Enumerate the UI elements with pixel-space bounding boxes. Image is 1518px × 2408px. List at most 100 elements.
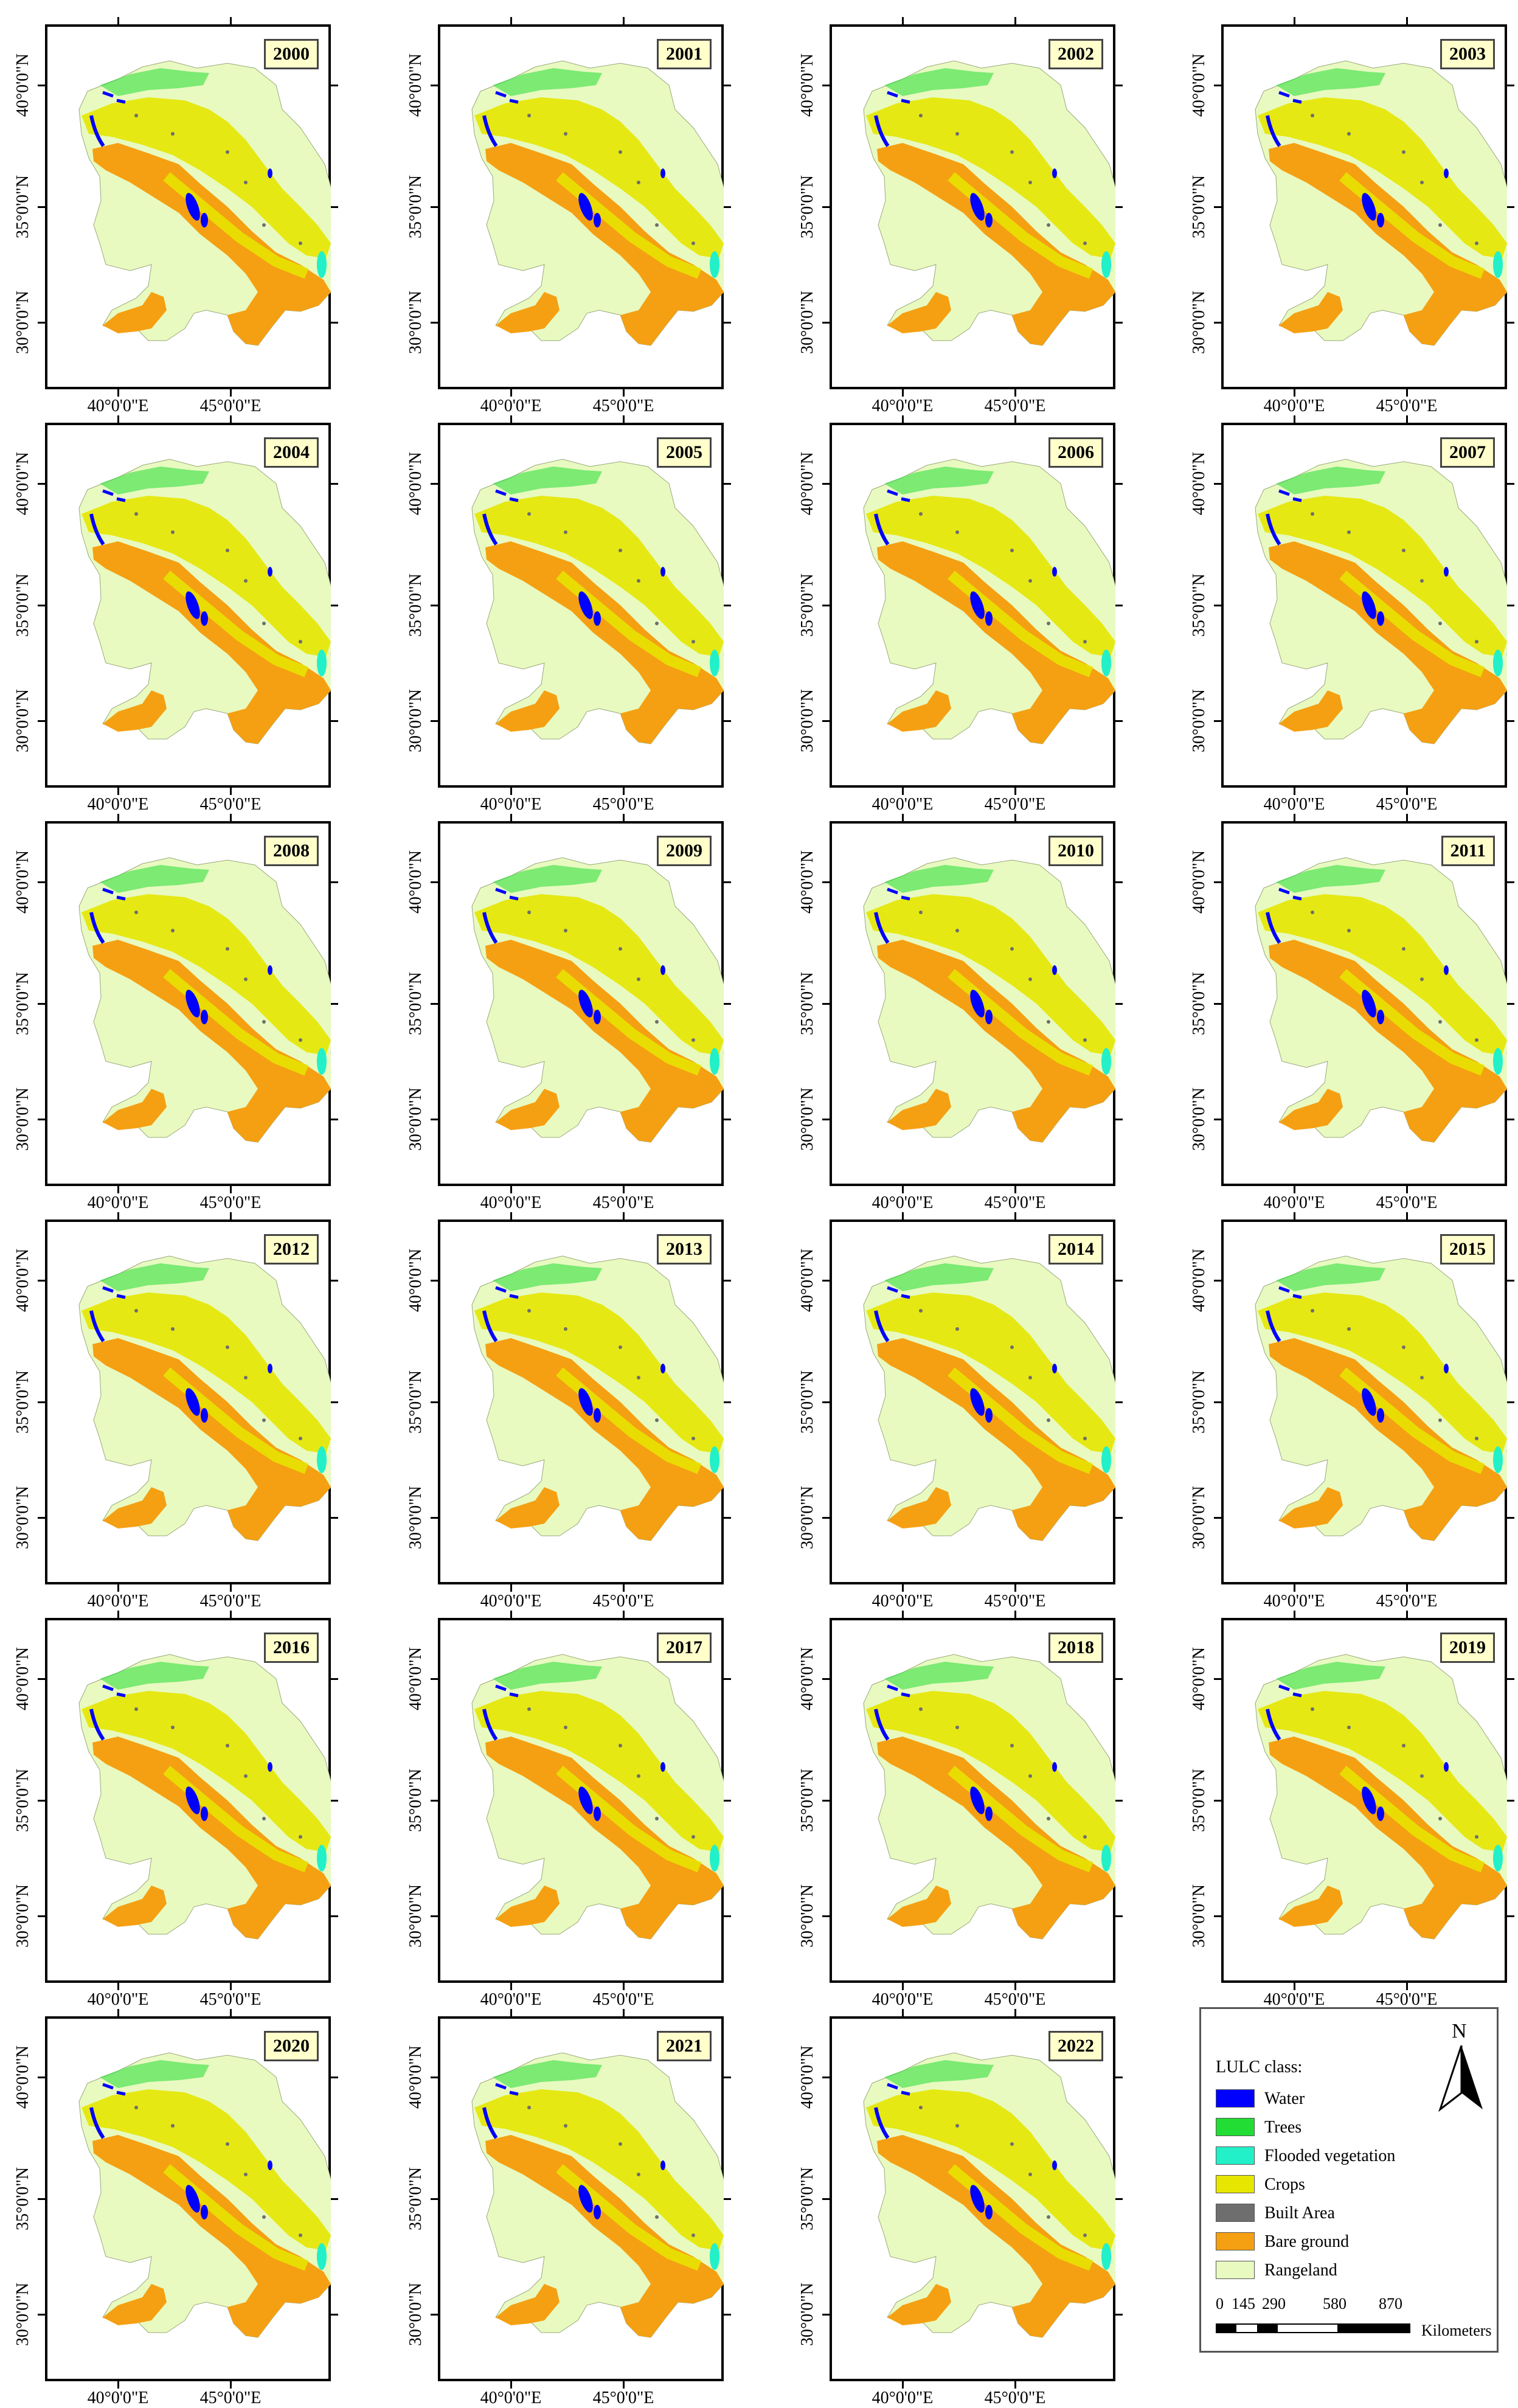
axis-tick bbox=[1014, 1983, 1016, 1990]
legend-label: Crops bbox=[1264, 2175, 1305, 2194]
axis-tick bbox=[1507, 605, 1514, 606]
longitude-label: 45°0'0"E bbox=[199, 795, 262, 814]
axis-tick bbox=[230, 814, 232, 821]
axis-tick bbox=[1507, 1003, 1514, 1005]
latitude-label: 30°0'0"N bbox=[1190, 1486, 1208, 1549]
scale-tick-label: 145 bbox=[1232, 2295, 1255, 2313]
longitude-label: 40°0'0"E bbox=[87, 1990, 149, 2009]
axis-tick bbox=[431, 1678, 438, 1680]
axis-tick bbox=[331, 1800, 338, 1802]
axis-tick bbox=[1014, 1212, 1016, 1220]
latitude-label: 30°0'0"N bbox=[798, 1088, 817, 1151]
axis-tick bbox=[822, 1003, 830, 1005]
axis-tick bbox=[117, 1186, 119, 1193]
axis-tick bbox=[623, 788, 625, 795]
axis-tick bbox=[1115, 85, 1123, 86]
axis-tick bbox=[38, 1119, 45, 1120]
longitude-label: 45°0'0"E bbox=[592, 397, 654, 415]
axis-tick bbox=[117, 2009, 119, 2016]
year-label: 2001 bbox=[657, 39, 712, 69]
axis-tick bbox=[724, 1401, 731, 1403]
axis-tick bbox=[902, 415, 904, 423]
lulc-map bbox=[1255, 459, 1507, 744]
axis-tick bbox=[38, 206, 45, 208]
axis-tick bbox=[822, 483, 830, 485]
latitude-label: 35°0'0"N bbox=[1190, 175, 1208, 238]
axis-tick bbox=[1115, 1003, 1123, 1005]
latitude-label: 35°0'0"N bbox=[406, 175, 425, 238]
axis-tick bbox=[510, 814, 512, 821]
longitude-label: 45°0'0"E bbox=[199, 1990, 262, 2009]
axis-tick bbox=[230, 1584, 232, 1592]
longitude-label: 40°0'0"E bbox=[872, 2389, 934, 2407]
axis-tick bbox=[1115, 1915, 1123, 1917]
lulc-map bbox=[78, 1255, 331, 1541]
axis-tick bbox=[1507, 322, 1514, 324]
axis-tick bbox=[1406, 17, 1408, 24]
axis-tick bbox=[902, 1584, 904, 1592]
axis-tick bbox=[1294, 1611, 1295, 1618]
map-panel: 2018 40°0'0"N 35°0'0"N 30°0'0"N 40°0'0"E 45°0… bbox=[798, 1611, 1123, 2009]
longitude-label: 40°0'0"E bbox=[480, 795, 542, 814]
map-panel: 2012 40°0'0"N 35°0'0"N 30°0'0"N 40°0'0"E 45°0… bbox=[13, 1212, 338, 1611]
map-panel: 2009 40°0'0"N 35°0'0"N 30°0'0"N 40°0'0"E 45°0… bbox=[406, 814, 731, 1212]
map-panel: 2022 40°0'0"N 35°0'0"N 30°0'0"N 40°0'0"E 45°0… bbox=[798, 2009, 1123, 2407]
lulc-map bbox=[471, 60, 724, 346]
lulc-map bbox=[471, 1654, 724, 1940]
axis-tick bbox=[902, 2381, 904, 2389]
axis-tick bbox=[724, 322, 731, 324]
lulc-map bbox=[78, 1654, 331, 1940]
axis-tick bbox=[822, 2198, 830, 2200]
axis-tick bbox=[117, 389, 119, 397]
latitude-label: 35°0'0"N bbox=[13, 2167, 32, 2230]
axis-tick bbox=[822, 605, 830, 606]
latitude-label: 35°0'0"N bbox=[798, 1370, 817, 1434]
latitude-label: 30°0'0"N bbox=[406, 291, 425, 354]
legend-swatch bbox=[1216, 2204, 1255, 2222]
axis-tick bbox=[1406, 1584, 1408, 1592]
longitude-label: 45°0'0"E bbox=[1376, 1990, 1438, 2009]
latitude-label: 40°0'0"N bbox=[406, 1249, 425, 1312]
axis-tick bbox=[822, 2314, 830, 2316]
longitude-label: 40°0'0"E bbox=[87, 397, 149, 415]
map-panel: 2008 40°0'0"N 35°0'0"N 30°0'0"N 40°0'0"E 45°0… bbox=[13, 814, 338, 1212]
map-panel: 2015 40°0'0"N 35°0'0"N 30°0'0"N 40°0'0"E 45°0… bbox=[1190, 1212, 1514, 1611]
latitude-label: 35°0'0"N bbox=[13, 1370, 32, 1434]
scale-tick-label: 580 bbox=[1323, 2295, 1346, 2313]
axis-tick bbox=[331, 1678, 338, 1680]
longitude-label: 40°0'0"E bbox=[1263, 397, 1325, 415]
axis-tick bbox=[510, 389, 512, 397]
longitude-label: 45°0'0"E bbox=[592, 1990, 654, 2009]
map-panel: 2011 40°0'0"N 35°0'0"N 30°0'0"N 40°0'0"E 45°0… bbox=[1190, 814, 1514, 1212]
latitude-label: 30°0'0"N bbox=[13, 1486, 32, 1549]
axis-tick bbox=[117, 1584, 119, 1592]
axis-tick bbox=[1115, 2314, 1123, 2316]
axis-tick bbox=[38, 1800, 45, 1802]
latitude-label: 35°0'0"N bbox=[13, 175, 32, 238]
longitude-label: 45°0'0"E bbox=[592, 1193, 654, 1212]
lulc-map bbox=[1255, 1255, 1507, 1541]
axis-tick bbox=[38, 605, 45, 606]
axis-tick bbox=[822, 881, 830, 883]
axis-tick bbox=[230, 2009, 232, 2016]
latitude-label: 40°0'0"N bbox=[798, 1647, 817, 1710]
year-label: 2007 bbox=[1440, 437, 1495, 468]
year-label: 2008 bbox=[264, 836, 319, 866]
axis-tick bbox=[623, 2009, 625, 2016]
axis-tick bbox=[38, 1678, 45, 1680]
axis-tick bbox=[1507, 206, 1514, 208]
longitude-label: 40°0'0"E bbox=[480, 1990, 542, 2009]
axis-tick bbox=[230, 17, 232, 24]
longitude-label: 45°0'0"E bbox=[984, 795, 1046, 814]
axis-tick bbox=[1406, 788, 1408, 795]
axis-tick bbox=[822, 1280, 830, 1282]
axis-tick bbox=[431, 2314, 438, 2316]
latitude-label: 40°0'0"N bbox=[13, 1647, 32, 1710]
axis-tick bbox=[822, 1800, 830, 1802]
lulc-map bbox=[863, 1255, 1115, 1541]
axis-tick bbox=[230, 788, 232, 795]
longitude-label: 40°0'0"E bbox=[1263, 795, 1325, 814]
scale-bar: 0 145 290 580 870 Kilometers bbox=[1216, 2295, 1492, 2350]
axis-tick bbox=[1214, 881, 1221, 883]
axis-tick bbox=[1014, 1186, 1016, 1193]
